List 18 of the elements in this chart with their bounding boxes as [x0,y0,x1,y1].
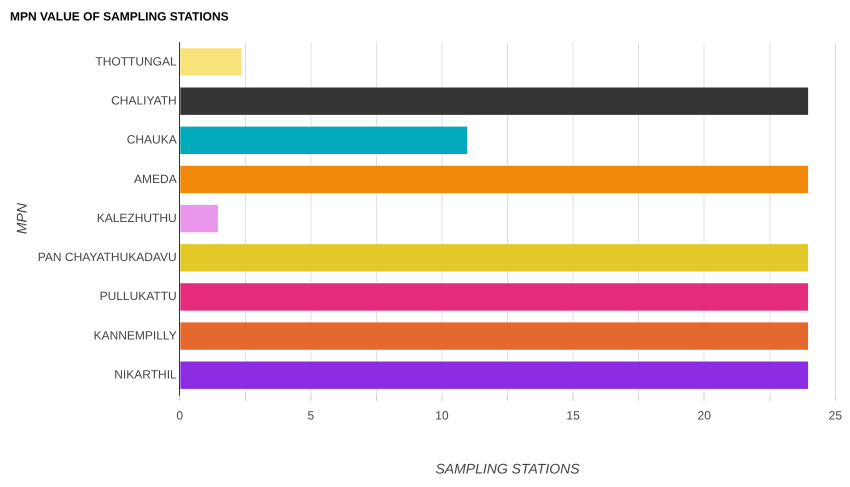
y-axis-title: MPN [13,202,30,234]
x-tick-label: 10 [435,408,449,422]
x-tick-label: 5 [307,408,314,422]
x-axis-title: SAMPLING STATIONS [435,460,580,476]
x-tick-label: 25 [828,408,842,422]
y-tick-label: KANNEMPILLY [94,328,177,342]
y-tick-label: CHAUKA [126,132,177,147]
x-tick-label: 0 [176,408,184,422]
y-tick-label: THOTTUNGAL [95,54,178,68]
y-tick-label: PULLUKATTU [100,289,177,304]
x-tick-label: 15 [566,408,580,422]
y-tick-label: NIKARTHIL [114,368,178,382]
y-tick-label: CHALIYATH [111,93,177,108]
chart-title: MPN VALUE OF SAMPLING STATIONS [10,10,229,24]
y-tick-label: AMEDA [134,172,177,186]
x-tick-label: 20 [698,408,712,422]
y-tick-label: KALEZHUTHU [96,210,177,225]
y-tick-label: PAN CHAYATHUKADAVU [38,250,177,264]
